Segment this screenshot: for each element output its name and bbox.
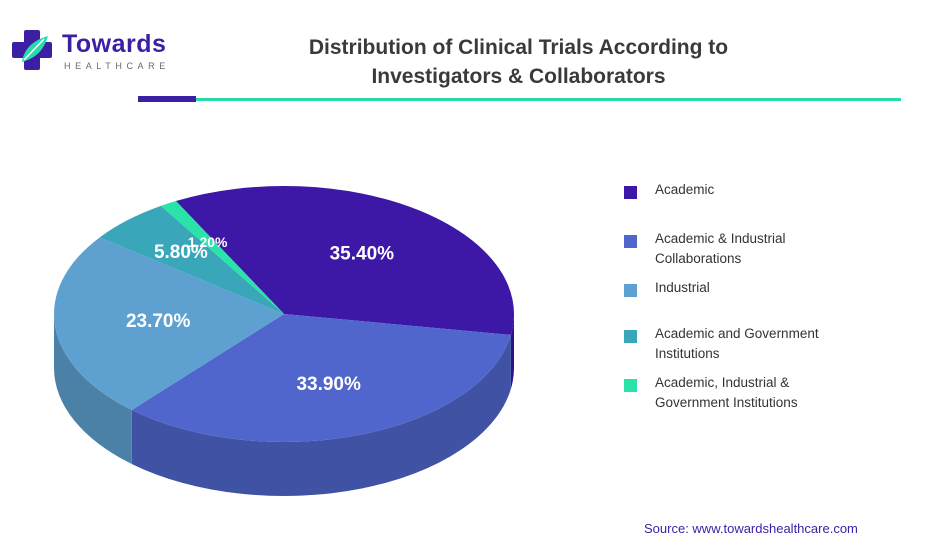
- brand-name: Towards: [62, 30, 167, 58]
- legend-swatch-academic: [624, 186, 637, 199]
- pie-side-industrial: [54, 314, 132, 464]
- chart-title-line-1: Distribution of Clinical Trials Accordin…: [308, 36, 729, 59]
- legend-label-academic-government-line-2: Institutions: [655, 346, 720, 361]
- legend-swatch-academic-industrial-government: [624, 379, 637, 392]
- pie-slice-industrial: [54, 237, 284, 410]
- pie-label-academic: 35.40%: [330, 244, 395, 265]
- pie-label-academic-government: 5.80%: [154, 242, 208, 263]
- pie-slice-academic-industrial-government: [160, 201, 284, 314]
- brand-tagline: HEALTHCARE: [64, 61, 170, 71]
- title-underline: [196, 98, 901, 101]
- pie-slice-academic-industrial: [131, 314, 511, 442]
- title-underline-accent: [138, 96, 196, 102]
- legend-label-industrial: Industrial: [655, 280, 710, 295]
- legend-swatch-academic-industrial: [624, 235, 637, 248]
- pie-slice-academic-government: [99, 205, 284, 314]
- legend-label-academic-industrial-line-1: Academic & Industrial: [655, 231, 786, 246]
- pie-slice-academic: [175, 186, 515, 335]
- pie-label-academic-industrial: 33.90%: [296, 374, 361, 395]
- chart-title-line-2: Investigators & Collaborators: [371, 65, 666, 88]
- brand-logo: Towards HEALTHCARE: [10, 22, 180, 78]
- legend-label-academic: Academic: [655, 182, 715, 197]
- cross-leaf-icon: [12, 30, 52, 70]
- legend-label-aig-line-2: Government Institutions: [655, 395, 798, 410]
- chart-title: Distribution of Clinical Trials Accordin…: [0, 33, 927, 91]
- legend-swatch-academic-government: [624, 330, 637, 343]
- legend-label-academic-industrial-line-2: Collaborations: [655, 251, 742, 266]
- pie-side-academic: [510, 314, 514, 389]
- pie-label-industrial: 23.70%: [126, 311, 191, 332]
- legend-label-academic-government-line-1: Academic and Government: [655, 326, 819, 341]
- legend-label-aig-line-1: Academic, Industrial &: [655, 375, 790, 390]
- pie-label-academic-industrial-government: 1.20%: [188, 234, 228, 250]
- pie-chart: 35.40% 33.90% 23.70% 5.80%1.20%: [54, 186, 515, 496]
- source-credit: Source: www.towardshealthcare.com: [644, 521, 858, 536]
- pie-side-academic-industrial: [131, 334, 511, 496]
- legend-swatch-industrial: [624, 284, 637, 297]
